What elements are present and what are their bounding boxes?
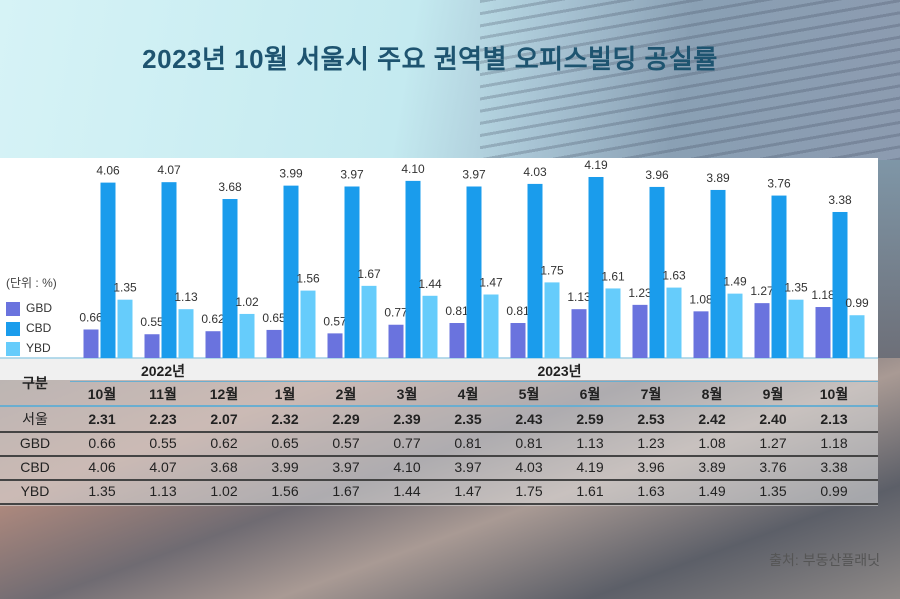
table-cell: 1.35 bbox=[759, 483, 787, 499]
table-cell: 0.57 bbox=[332, 435, 360, 451]
table-cell: 1.49 bbox=[698, 483, 726, 499]
source-label: 출처: 부동산플래닛 bbox=[769, 552, 880, 568]
legend-label: YBD bbox=[26, 341, 51, 355]
table-cell: 1.47 bbox=[454, 483, 482, 499]
year-header: 2022년 bbox=[140, 363, 186, 379]
table-cell: 2.31 bbox=[88, 411, 116, 427]
table-cell: 0.62 bbox=[210, 435, 238, 451]
table-cell: 4.07 bbox=[149, 459, 177, 475]
month-header: 4월 bbox=[457, 386, 479, 402]
table-cell: 1.67 bbox=[332, 483, 360, 499]
table-cell: 3.97 bbox=[332, 459, 360, 475]
row-divider bbox=[0, 431, 878, 433]
table-cell: 1.08 bbox=[698, 435, 726, 451]
month-header: 10월 bbox=[87, 386, 117, 402]
month-header: 3월 bbox=[396, 386, 418, 402]
table-cell: 4.10 bbox=[393, 459, 421, 475]
table-cell: 3.38 bbox=[820, 459, 848, 475]
table-cell: 2.59 bbox=[576, 411, 604, 427]
table-cell: 3.96 bbox=[637, 459, 665, 475]
table-cell: 2.29 bbox=[332, 411, 360, 427]
table-cell: 2.13 bbox=[820, 411, 848, 427]
table-cell: 3.68 bbox=[210, 459, 238, 475]
table-cell: 3.89 bbox=[698, 459, 726, 475]
row-divider bbox=[0, 455, 878, 457]
table-cell: 4.06 bbox=[88, 459, 116, 475]
legend-item-cbd: CBD bbox=[6, 321, 51, 336]
table-cell: 0.55 bbox=[149, 435, 177, 451]
table-header-label: 구분 bbox=[22, 375, 48, 391]
table-cell: 0.81 bbox=[454, 435, 482, 451]
table-cell: 1.18 bbox=[820, 435, 848, 451]
row-divider bbox=[0, 503, 878, 505]
table-cell: 2.53 bbox=[637, 411, 665, 427]
table-cell: 2.32 bbox=[271, 411, 299, 427]
header-divider bbox=[0, 405, 878, 407]
unit-label: (단위 : %) bbox=[6, 276, 57, 290]
table-cell: 3.76 bbox=[759, 459, 787, 475]
month-header: 6월 bbox=[579, 386, 601, 402]
table-cell: 1.13 bbox=[576, 435, 604, 451]
row-label-gbd: GBD bbox=[19, 435, 51, 451]
table-cell: 2.43 bbox=[515, 411, 543, 427]
table-cell: 1.13 bbox=[149, 483, 177, 499]
month-header: 7월 bbox=[640, 386, 662, 402]
legend-swatch bbox=[6, 301, 20, 316]
table-cell: 0.81 bbox=[515, 435, 543, 451]
table-cell: 4.03 bbox=[515, 459, 543, 475]
table-cell: 1.35 bbox=[88, 483, 116, 499]
month-header: 8월 bbox=[701, 386, 723, 402]
row-divider bbox=[0, 479, 878, 481]
year-header: 2023년 bbox=[537, 363, 582, 379]
month-header: 12월 bbox=[209, 386, 239, 402]
legend-swatch bbox=[6, 321, 20, 336]
table-cell: 0.66 bbox=[88, 435, 116, 451]
table-cell: 0.65 bbox=[271, 435, 299, 451]
row-label-cbd: CBD bbox=[20, 459, 50, 475]
table-cell: 2.39 bbox=[393, 411, 421, 427]
background-building-top bbox=[0, 0, 900, 160]
table-cell: 3.99 bbox=[271, 459, 299, 475]
table-cell: 2.07 bbox=[210, 411, 238, 427]
month-header: 2월 bbox=[335, 386, 357, 402]
table-cell: 4.19 bbox=[576, 459, 604, 475]
table-cell: 0.77 bbox=[393, 435, 421, 451]
legend-label: GBD bbox=[26, 301, 53, 315]
month-header: 5월 bbox=[518, 386, 540, 402]
chart-title: 2023년 10월 서울시 주요 권역별 오피스빌딩 공실률 bbox=[142, 44, 718, 74]
table-cell: 0.99 bbox=[820, 483, 848, 499]
month-header: 9월 bbox=[762, 386, 784, 402]
month-header: 1월 bbox=[274, 386, 296, 402]
table-cell: 1.56 bbox=[271, 483, 299, 499]
table-cell: 2.35 bbox=[454, 411, 482, 427]
table-cell: 2.23 bbox=[149, 411, 177, 427]
table-cell: 2.40 bbox=[759, 411, 787, 427]
legend-swatch bbox=[6, 341, 20, 356]
table-cell: 1.44 bbox=[393, 483, 421, 499]
table-cell: 3.97 bbox=[454, 459, 482, 475]
table-cell: 1.02 bbox=[210, 483, 238, 499]
table-cell: 2.42 bbox=[698, 411, 726, 427]
row-label-ybd: YBD bbox=[20, 483, 50, 499]
legend-item-ybd: YBD bbox=[6, 341, 51, 356]
month-header: 10월 bbox=[819, 386, 849, 402]
table-cell: 1.63 bbox=[637, 483, 665, 499]
month-header: 11월 bbox=[149, 386, 177, 402]
row-label-서울: 서울 bbox=[22, 411, 48, 427]
table-cell: 1.75 bbox=[515, 483, 543, 499]
table-cell: 1.61 bbox=[576, 483, 604, 499]
table-cell: 1.23 bbox=[637, 435, 665, 451]
table-cell: 1.27 bbox=[759, 435, 787, 451]
legend-label: CBD bbox=[26, 321, 52, 335]
chart-panel bbox=[0, 158, 878, 358]
legend-item-gbd: GBD bbox=[6, 301, 52, 316]
